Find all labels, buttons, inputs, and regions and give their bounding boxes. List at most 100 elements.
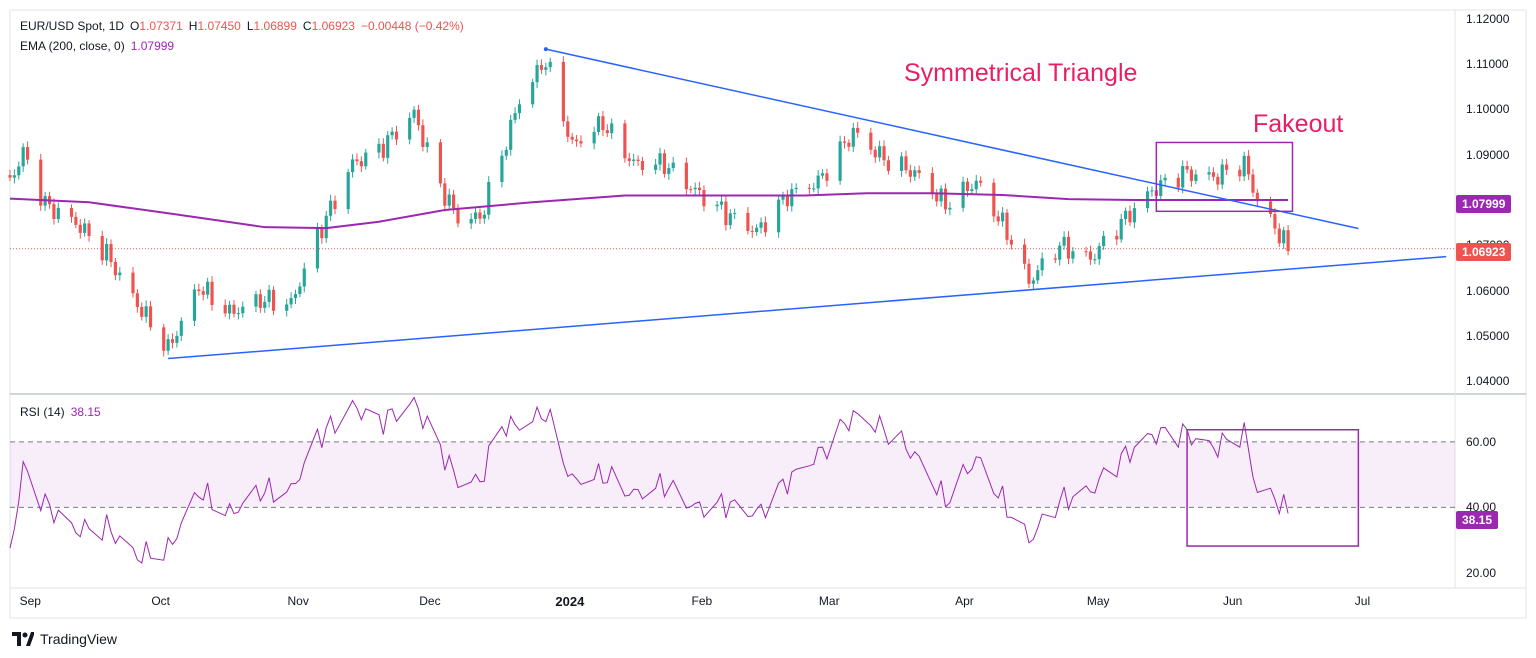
- candle-body: [702, 190, 706, 207]
- brand-label: TradingView: [40, 631, 118, 647]
- candle-body: [842, 141, 847, 143]
- candle-body: [654, 164, 658, 170]
- candle-body: [693, 187, 697, 190]
- tradingview-logo-icon: [12, 632, 34, 646]
- candle-body: [412, 109, 416, 118]
- candle-body: [812, 188, 816, 190]
- price-legend: EUR/USD Spot, 1D O1.07371 H1.07450 L1.06899…: [20, 19, 470, 33]
- candle-body: [394, 131, 399, 140]
- ema-legend-value: 1.07999: [130, 39, 175, 53]
- rsi-divergence-box: [1186, 428, 1360, 547]
- candle-body: [315, 228, 320, 269]
- candle-body: [1062, 236, 1066, 246]
- price-tick-label: 1.12000: [1466, 11, 1510, 26]
- candle-body: [56, 207, 60, 219]
- candles-group: [8, 56, 1290, 357]
- candle-body: [17, 166, 21, 176]
- rsi-tick-label: 40.00: [1466, 500, 1497, 515]
- candle-body: [1159, 180, 1163, 197]
- candle-body: [1189, 169, 1194, 181]
- rsi-value-badge: 38.15: [1456, 511, 1499, 529]
- trendline-anchor-point: [543, 47, 548, 52]
- candle-body: [816, 175, 820, 189]
- candle-body: [728, 213, 732, 226]
- candle-body: [386, 135, 390, 158]
- candle-body: [658, 153, 662, 165]
- candle-body: [1097, 246, 1101, 260]
- candle-body: [1185, 166, 1189, 170]
- candle-body: [197, 289, 201, 292]
- ema-price-badge: 1.07999: [1456, 195, 1512, 213]
- candle-body: [623, 123, 627, 159]
- candle-body: [790, 189, 794, 207]
- candle-body: [271, 289, 276, 311]
- candle-body: [930, 173, 934, 195]
- candle-body: [170, 339, 175, 343]
- candle-body: [175, 335, 179, 343]
- candle-body: [820, 173, 825, 176]
- candle-body: [900, 156, 904, 171]
- candle-body: [1124, 210, 1128, 219]
- candle-body: [882, 146, 886, 161]
- candle-body: [535, 65, 539, 83]
- ema-label: EMA (200, close, 0): [20, 39, 125, 53]
- upper-trendline: [545, 48, 1359, 230]
- candle-body: [1255, 192, 1259, 202]
- trendlines-group: [168, 47, 1447, 360]
- fakeout-annotation: Fakeout: [1253, 110, 1344, 138]
- candle-body: [425, 142, 429, 147]
- candle-body: [1225, 164, 1229, 170]
- candle-body: [886, 160, 891, 171]
- candle-body: [1036, 270, 1040, 281]
- candle-body: [548, 61, 552, 68]
- candle-body: [1268, 201, 1273, 214]
- pattern-annotation: Symmetrical Triangle: [904, 59, 1138, 87]
- candle-body: [807, 187, 811, 189]
- chart-frame: [9, 9, 1527, 619]
- time-tick-label: Sep: [19, 594, 41, 608]
- symbol-label: EUR/USD Spot, 1D: [20, 19, 125, 33]
- candle-body: [1115, 235, 1119, 240]
- candle-body: [759, 222, 763, 228]
- candle-body: [781, 195, 785, 200]
- candle-body: [346, 172, 350, 210]
- candle-body: [755, 227, 759, 232]
- candle-body: [192, 289, 197, 321]
- candle-body: [632, 159, 636, 161]
- candle-body: [785, 195, 789, 207]
- candle-body: [627, 158, 631, 161]
- candle-body: [210, 281, 214, 305]
- low-label: L: [246, 19, 254, 33]
- candle-body: [267, 289, 271, 302]
- last-price-badge: 1.06923: [1456, 243, 1512, 261]
- candle-body: [1242, 155, 1246, 177]
- candle-body: [1031, 280, 1035, 284]
- tradingview-logo[interactable]: TradingView: [12, 631, 117, 647]
- candle-body: [1194, 174, 1198, 181]
- time-tick-label: 2024: [555, 594, 585, 609]
- rsi-line-group: [9, 396, 1289, 564]
- rsi-tick-label: 60.00: [1466, 434, 1497, 449]
- candle-body: [974, 180, 978, 190]
- candle-body: [1058, 245, 1062, 260]
- ema-legend: EMA (200, close, 0) 1.07999: [20, 39, 180, 53]
- time-tick-label: Jul: [1354, 594, 1371, 608]
- candle-body: [377, 143, 381, 153]
- candle-body: [579, 141, 583, 144]
- candle-body: [1128, 210, 1132, 223]
- candle-body: [293, 294, 298, 299]
- candle-body: [935, 194, 939, 202]
- candle-body: [1277, 228, 1281, 244]
- candle-body: [1251, 174, 1255, 193]
- candle-body: [87, 223, 91, 237]
- candle-body: [917, 170, 921, 174]
- candle-body: [746, 212, 750, 231]
- candle-body: [473, 212, 478, 219]
- ema-group: [9, 192, 1289, 230]
- candle-body: [640, 161, 645, 170]
- candle-body: [421, 125, 425, 147]
- candle-body: [504, 149, 508, 156]
- candle-body: [443, 183, 447, 206]
- candle-body: [105, 243, 109, 261]
